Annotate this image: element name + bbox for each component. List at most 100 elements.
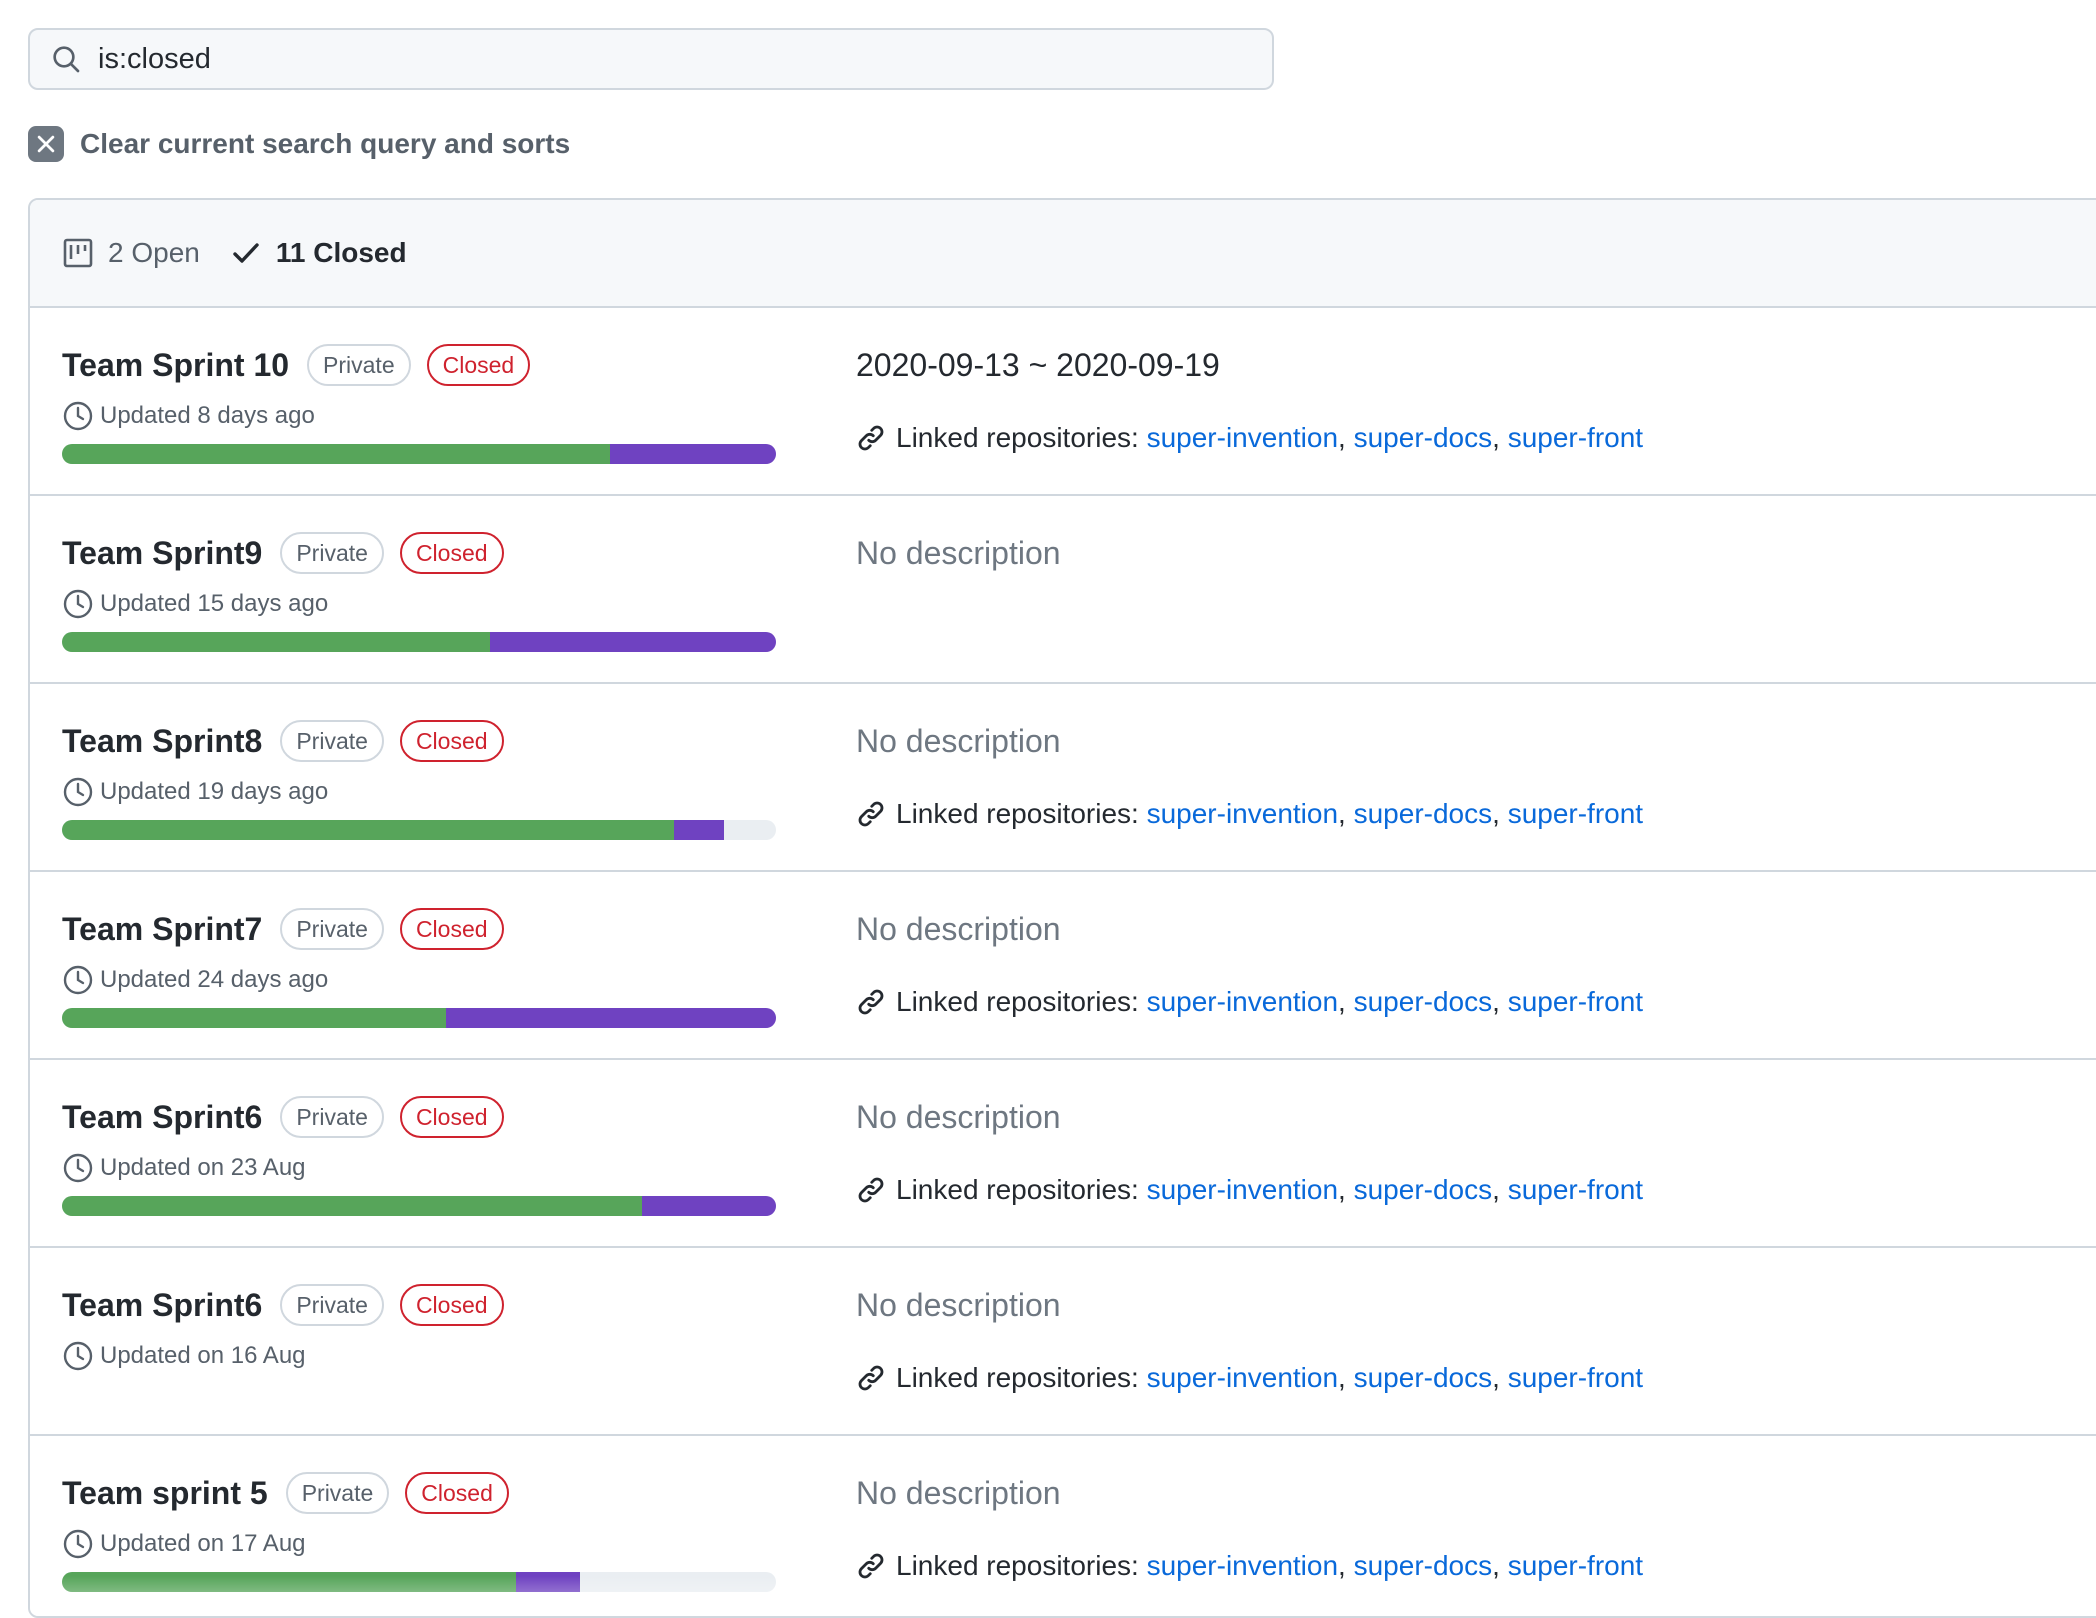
repo-link-super-invention[interactable]: super-invention [1146,422,1339,453]
clock-icon [63,777,93,807]
private-badge: Private [280,1284,384,1326]
project-row: Team Sprint6 Private Closed Updated on 2… [30,1060,2096,1248]
project-title[interactable]: Team Sprint6 [62,1098,263,1135]
project-title[interactable]: Team Sprint7 [62,910,263,947]
repo-separator: , [1338,1362,1354,1393]
progress-bar [62,1196,776,1216]
progress-in-progress-segment [446,1008,776,1028]
repo-separator: , [1492,798,1508,829]
progress-in-progress-segment [490,632,776,652]
linked-repositories-label: Linked repositories: [896,422,1139,453]
linked-repositories-label: Linked repositories: [896,1362,1139,1393]
project-title-line: Team Sprint6 Private Closed [62,1284,504,1326]
link-icon [858,989,884,1015]
repo-link-super-invention[interactable]: super-invention [1146,1174,1339,1205]
updated-text: Updated 19 days ago [100,778,329,805]
closed-badge: Closed [405,1472,509,1514]
project-row: Team Sprint6 Private Closed Updated on 1… [30,1248,2096,1436]
repo-link-super-invention[interactable]: super-invention [1146,1362,1339,1393]
linked-repositories-label: Linked repositories: [896,1174,1139,1205]
updated-meta: Updated on 17 Aug [62,1528,306,1560]
project-description: 2020-09-13 ~ 2020-09-19 [856,347,1220,383]
repo-link-super-docs[interactable]: super-docs [1353,986,1493,1017]
repo-separator: , [1338,1550,1354,1581]
clear-search-label: Clear current search query and sorts [80,128,571,159]
progress-done-segment [62,1008,447,1028]
progress-done-segment [62,444,611,464]
progress-in-progress-segment [673,820,724,840]
updated-text: Updated on 17 Aug [100,1530,306,1557]
progress-done-segment [62,1572,517,1592]
repo-separator: , [1338,422,1354,453]
closed-badge: Closed [399,908,504,950]
updated-meta: Updated on 23 Aug [62,1152,306,1184]
progress-bar [62,1008,776,1028]
repo-link-super-invention[interactable]: super-invention [1146,798,1339,829]
repo-link-super-docs[interactable]: super-docs [1353,1362,1493,1393]
project-title[interactable]: Team Sprint6 [62,1286,263,1323]
clock-icon [63,965,93,995]
progress-bar [62,632,776,652]
project-title[interactable]: Team Sprint 10 [62,346,290,383]
progress-done-segment [62,820,674,840]
closed-badge: Closed [399,1284,504,1326]
repo-link-super-front[interactable]: super-front [1507,798,1644,829]
clear-search-button[interactable]: Clear current search query and sorts [28,126,570,162]
updated-text: Updated 8 days ago [100,402,315,429]
project-title-line: Team Sprint 10 Private Closed [62,344,531,386]
project-description: No description [856,535,1061,571]
repo-link-super-docs[interactable]: super-docs [1353,422,1493,453]
project-title[interactable]: Team sprint 5 [62,1474,268,1511]
repo-separator: , [1338,1174,1354,1205]
updated-text: Updated on 16 Aug [100,1342,306,1369]
closed-badge: Closed [399,532,504,574]
linked-repositories: Linked repositories: super-invention, su… [856,986,1643,1018]
closed-badge: Closed [399,720,504,762]
progress-bar [62,1572,776,1592]
progress-done-segment [62,1196,643,1216]
repo-link-super-front[interactable]: super-front [1507,422,1644,453]
repo-link-super-invention[interactable]: super-invention [1146,986,1339,1017]
project-row: Team Sprint8 Private Closed Updated 19 d… [30,684,2096,872]
project-description: No description [856,911,1061,947]
project-description: No description [856,723,1061,759]
project-description: No description [856,1099,1061,1135]
repo-separator: , [1492,422,1508,453]
check-icon [233,243,259,263]
repo-separator: , [1492,986,1508,1017]
repo-link-super-front[interactable]: super-front [1507,1174,1644,1205]
open-filter-tab[interactable]: 2 Open [62,237,200,269]
repo-link-super-front[interactable]: super-front [1507,1550,1644,1581]
updated-text: Updated 24 days ago [100,966,329,993]
progress-done-segment [62,632,491,652]
projects-panel-header: 2 Open 11 Closed [30,200,2096,308]
project-title[interactable]: Team Sprint8 [62,722,263,759]
repo-link-super-invention[interactable]: super-invention [1146,1550,1339,1581]
repo-link-super-front[interactable]: super-front [1507,986,1644,1017]
private-badge: Private [307,344,411,386]
search-input[interactable] [96,41,1200,77]
search-bar[interactable] [28,28,1274,90]
project-title-line: Team Sprint6 Private Closed [62,1096,504,1138]
repo-link-super-docs[interactable]: super-docs [1353,1174,1493,1205]
repo-link-super-front[interactable]: super-front [1507,1362,1644,1393]
closed-count: 11 Closed [275,237,407,268]
closed-filter-tab[interactable]: 11 Closed [230,237,407,269]
repo-link-super-docs[interactable]: super-docs [1353,798,1493,829]
clock-icon [63,401,93,431]
project-title[interactable]: Team Sprint9 [62,534,263,571]
project-board-icon [63,238,93,268]
private-badge: Private [280,1096,384,1138]
linked-repositories-label: Linked repositories: [896,1550,1139,1581]
linked-repositories: Linked repositories: super-invention, su… [856,1550,1643,1582]
project-title-line: Team Sprint7 Private Closed [62,908,504,950]
project-list: Team Sprint 10 Private Closed Updated 8 … [30,308,2096,1616]
clock-icon [63,1153,93,1183]
project-title-line: Team Sprint8 Private Closed [62,720,504,762]
linked-repositories: Linked repositories: super-invention, su… [856,422,1643,454]
private-badge: Private [280,532,384,574]
updated-meta: Updated 24 days ago [62,964,328,996]
repo-link-super-docs[interactable]: super-docs [1353,1550,1493,1581]
private-badge: Private [280,720,384,762]
linked-repositories-label: Linked repositories: [896,986,1139,1017]
